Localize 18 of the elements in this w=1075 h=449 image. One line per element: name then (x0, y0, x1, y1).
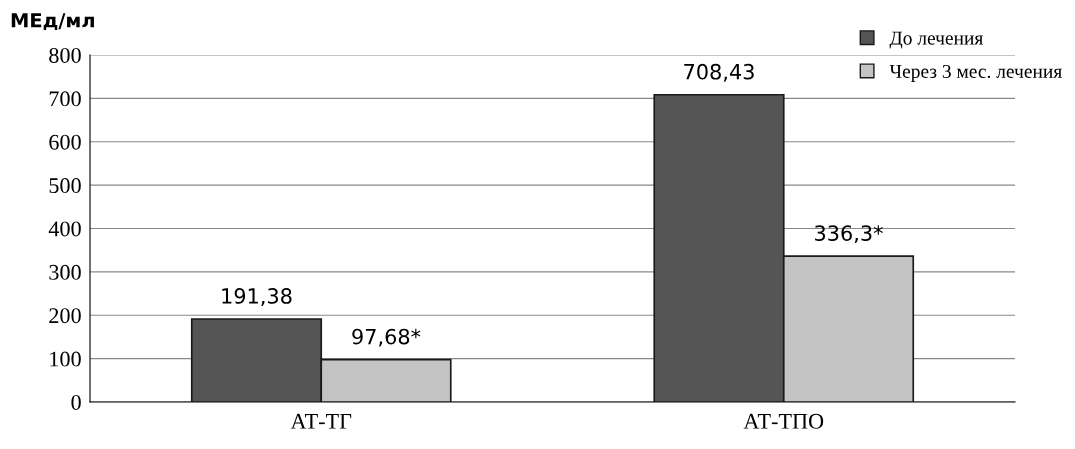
legend-label: Через 3 мес. лечения (889, 64, 1062, 82)
y-tick-label: 200 (49, 308, 81, 324)
y-tick-label: 600 (49, 134, 81, 150)
y-axis-title: МЕд/мл (11, 13, 94, 31)
data-label: 708,43 (684, 63, 754, 82)
y-tick-label: 500 (49, 178, 81, 194)
y-tick-label: 300 (49, 264, 81, 280)
y-tick-label: 400 (48, 221, 81, 237)
y-tick-label: 100 (50, 351, 81, 367)
y-tick-label: 0 (71, 394, 81, 410)
x-tick-label: АТ-ТПО (743, 413, 824, 429)
y-tick-label: 700 (49, 91, 81, 107)
legend-label: До лечения (889, 31, 983, 49)
x-tick-label: АТ-ТГ (290, 413, 352, 429)
y-tick-label: 800 (49, 47, 81, 63)
data-label: 191,38 (222, 288, 292, 306)
data-label: 336,3* (815, 225, 883, 244)
data-label: 97,68* (352, 328, 421, 347)
